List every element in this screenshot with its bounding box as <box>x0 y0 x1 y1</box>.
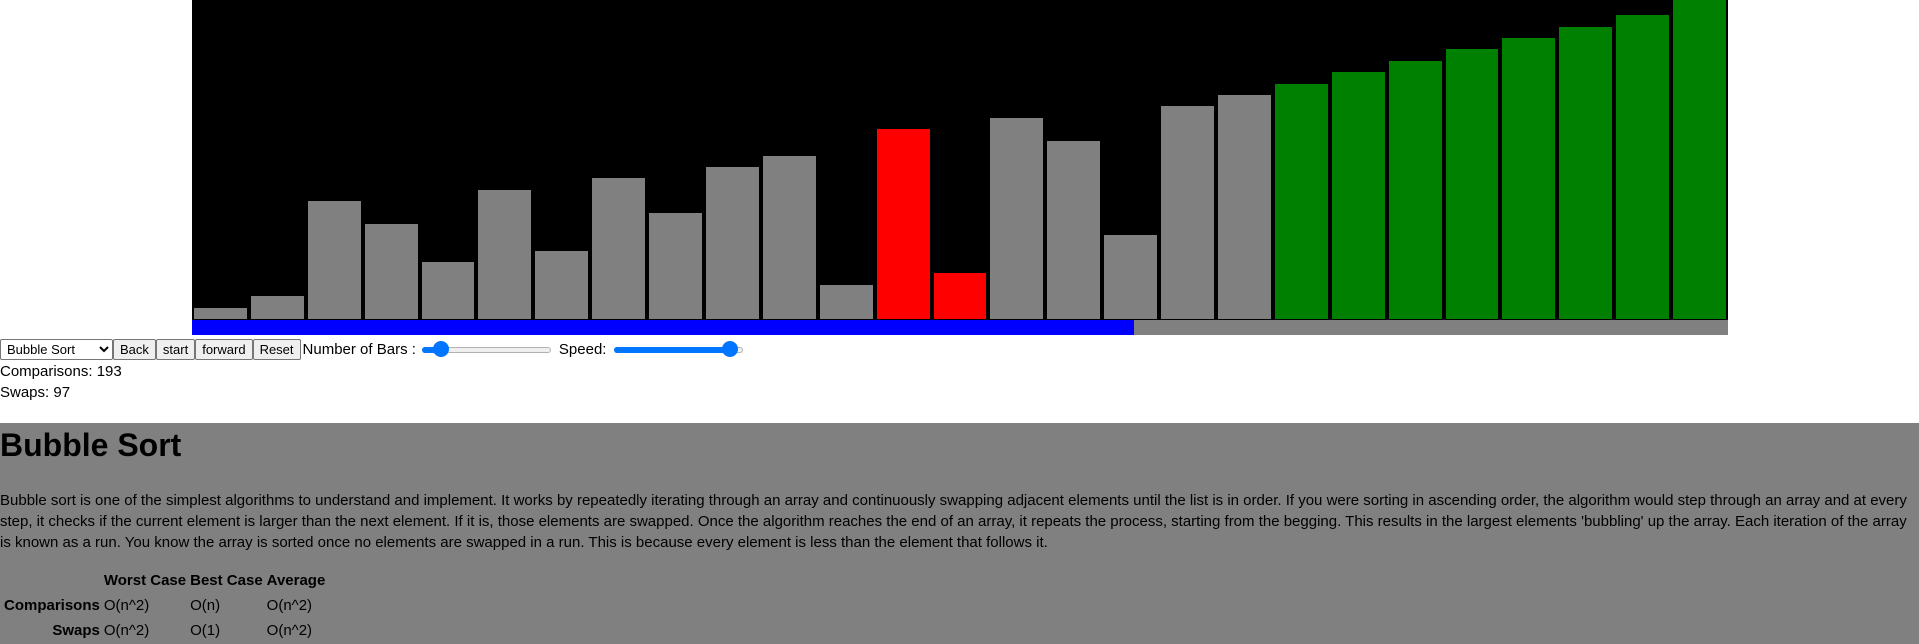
table-row: Comparisons O(n^2) O(n) O(n^2) <box>2 593 327 618</box>
array-bar <box>1673 0 1726 319</box>
complexity-table: Worst Case Best Case Average Comparisons… <box>2 568 327 643</box>
array-bar <box>421 262 475 319</box>
array-bar <box>1104 235 1158 319</box>
back-button[interactable]: Back <box>113 338 156 360</box>
row-header-comparisons: Comparisons <box>4 597 100 614</box>
speed-slider[interactable] <box>614 341 744 357</box>
control-bar: Bubble Sort Back start forward Reset Num… <box>0 337 744 361</box>
progress-bar <box>192 320 1728 335</box>
table-cell: O(n^2) <box>266 597 313 614</box>
array-bar <box>933 273 987 319</box>
progress-fill <box>192 320 1134 335</box>
column-header-average: Average <box>266 572 326 589</box>
array-bar <box>990 118 1044 319</box>
array-bar <box>1445 49 1499 319</box>
array-bar <box>762 156 816 319</box>
bars-slider-fill <box>421 347 442 353</box>
speed-label: Speed: <box>558 340 607 358</box>
table-cell: O(n^2) <box>103 597 150 614</box>
bars-slider-thumb[interactable] <box>433 341 450 357</box>
algorithm-info: Bubble Sort Bubble sort is one of the si… <box>0 423 1919 644</box>
array-bar <box>1047 141 1101 319</box>
column-header-best: Best Case <box>190 572 263 589</box>
array-bar <box>250 296 304 319</box>
array-bar <box>364 224 418 319</box>
array-bar <box>307 201 361 319</box>
array-bar <box>1218 95 1271 319</box>
reset-button[interactable]: Reset <box>252 338 301 360</box>
table-cell: O(n^2) <box>103 622 150 639</box>
row-header-swaps: Swaps <box>52 622 100 639</box>
start-button[interactable]: start <box>155 338 196 360</box>
table-cell: O(n^2) <box>266 622 313 639</box>
speed-slider-thumb[interactable] <box>721 341 738 357</box>
table-row: Swaps O(n^2) O(1) O(n^2) <box>2 618 327 643</box>
forward-button[interactable]: forward <box>195 338 253 360</box>
sorting-visualizer <box>192 0 1728 320</box>
array-bar <box>819 285 873 319</box>
table-cell: O(1) <box>190 622 221 639</box>
array-bar <box>649 213 702 319</box>
algorithm-description: Bubble sort is one of the simplest algor… <box>0 492 1907 551</box>
column-header-worst: Worst Case <box>103 572 187 589</box>
swaps-count: Swaps: 97 <box>0 384 71 401</box>
algorithm-select[interactable]: Bubble Sort <box>0 338 113 360</box>
speed-slider-fill <box>614 347 730 353</box>
array-bar <box>478 190 532 319</box>
array-bar <box>194 308 247 319</box>
complexity-corner <box>2 568 102 593</box>
stats-panel: Comparisons: 193 Swaps: 97 <box>0 361 122 403</box>
array-bar <box>1161 106 1214 319</box>
array-bar <box>1274 84 1328 319</box>
array-bar <box>1559 27 1613 319</box>
array-bar <box>1388 61 1442 319</box>
array-bar <box>1502 38 1556 319</box>
array-bar <box>592 178 646 319</box>
bars-slider[interactable] <box>421 341 551 357</box>
complexity-header-row: Worst Case Best Case Average <box>2 568 327 593</box>
array-bar <box>535 251 589 319</box>
array-bar <box>876 129 930 319</box>
comparisons-count: Comparisons: 193 <box>0 363 122 380</box>
bars-label: Number of Bars : <box>302 340 416 358</box>
array-bar <box>706 167 759 319</box>
array-bar <box>1616 15 1670 319</box>
algorithm-title: Bubble Sort <box>0 427 182 463</box>
array-bar <box>1331 72 1385 319</box>
table-cell: O(n) <box>190 597 221 614</box>
